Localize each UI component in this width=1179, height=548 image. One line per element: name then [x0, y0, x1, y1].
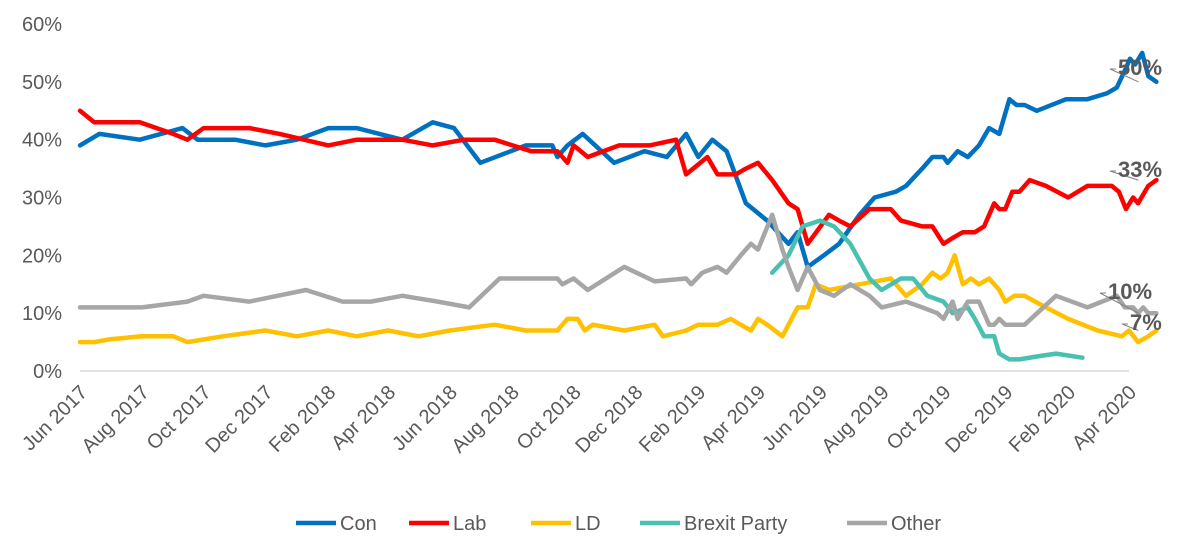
- legend-label: LD: [575, 513, 601, 535]
- x-tick-label: Dec 2018: [571, 381, 647, 457]
- y-axis-ticks: 0% 10% 20% 30% 40% 50% 60%: [22, 14, 62, 383]
- legend-label: Brexit Party: [684, 513, 787, 535]
- end-label-leader: [1109, 170, 1139, 181]
- end-label-ld: 7%: [1130, 310, 1162, 335]
- series-line-lab: [77, 108, 1159, 247]
- y-tick-label: 20%: [22, 245, 62, 267]
- series-lines: [77, 50, 1159, 362]
- end-label-lab: 33%: [1118, 157, 1162, 182]
- series-line-ld: [77, 253, 1159, 345]
- y-tick-label: 30%: [22, 188, 62, 210]
- x-tick-label: Aug 2019: [818, 381, 894, 457]
- y-tick-label: 0%: [33, 361, 62, 383]
- x-tick-label: Apr 2019: [697, 381, 770, 454]
- end-label-leader: [1109, 68, 1139, 83]
- legend: Con Lab LD Brexit Party Other: [296, 513, 941, 535]
- x-tick-label: Feb 2020: [1005, 381, 1080, 456]
- x-tick-label: Feb 2019: [635, 381, 710, 456]
- y-tick-label: 40%: [22, 130, 62, 152]
- series-line-brexit-party: [769, 218, 1085, 362]
- end-label-leader: [1121, 323, 1139, 331]
- x-tick-label: Aug 2017: [78, 381, 154, 457]
- y-tick-label: 60%: [22, 14, 62, 36]
- end-labels: 50% 33% 7% 10%: [1099, 55, 1162, 335]
- series-line-other: [77, 212, 1159, 327]
- x-tick-label: Apr 2018: [327, 381, 400, 454]
- legend-label: Lab: [453, 513, 486, 535]
- x-tick-label: Dec 2019: [941, 381, 1017, 457]
- series-line-con: [77, 50, 1159, 270]
- end-label-other: 10%: [1108, 279, 1152, 304]
- y-tick-label: 10%: [22, 303, 62, 325]
- legend-label: Con: [340, 513, 377, 535]
- x-tick-label: Apr 2020: [1068, 381, 1141, 454]
- x-tick-label: Feb 2018: [265, 381, 340, 456]
- x-tick-label: Dec 2017: [201, 381, 277, 457]
- end-label-leader: [1099, 292, 1139, 314]
- x-tick-label: Aug 2018: [448, 381, 524, 457]
- legend-label: Other: [891, 513, 941, 535]
- y-tick-label: 50%: [22, 72, 62, 94]
- end-label-con: 50%: [1118, 55, 1162, 80]
